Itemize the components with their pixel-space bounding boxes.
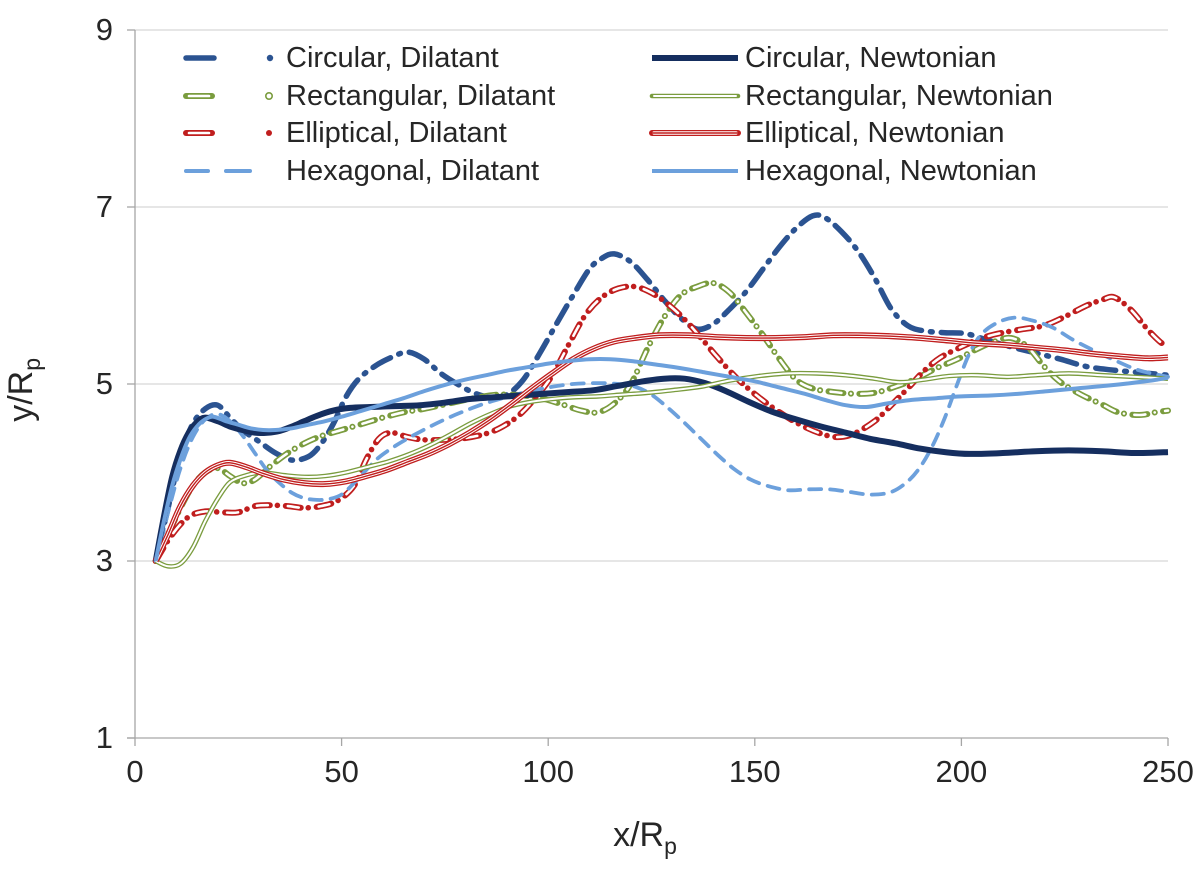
y-tick-label: 5 xyxy=(95,366,113,401)
legend-item-hexagonal-dilatant: Hexagonal, Dilatant xyxy=(178,152,539,190)
legend-item-circular-newtonian: Circular, Newtonian xyxy=(648,39,996,77)
legend-label: Circular, Dilatant xyxy=(286,41,499,74)
legend-label: Hexagonal, Dilatant xyxy=(286,154,540,187)
legend-marker-elliptical-newtonian-icon xyxy=(649,130,741,136)
legend-marker-hexagonal-newtonian-icon xyxy=(652,169,738,173)
legend-marker-circular-dilatant-icon xyxy=(183,54,274,62)
legend-item-circular-dilatant: Circular, Dilatant xyxy=(178,39,499,77)
legend-marker-circular-newtonian-icon xyxy=(652,55,738,61)
legend-label: Rectangular, Newtonian xyxy=(745,79,1053,112)
x-axis-title-sub: p xyxy=(664,832,677,859)
legend-item-hexagonal-newtonian: Hexagonal, Newtonian xyxy=(648,152,1037,190)
x-tick-label: 100 xyxy=(522,754,575,789)
y-tick-label: 1 xyxy=(95,720,113,755)
x-axis-title-main: x/R xyxy=(613,816,665,854)
legend-label: Rectangular, Dilatant xyxy=(286,79,556,112)
x-axis-title: x/Rp xyxy=(560,816,730,860)
legend-marker-rectangular-newtonian-icon xyxy=(649,93,741,99)
y-tick-label: 9 xyxy=(95,12,113,47)
legend-marker-hexagonal-dilatant-icon xyxy=(184,169,252,173)
legend-label: Elliptical, Newtonian xyxy=(745,116,1005,149)
legend-item-elliptical-newtonian: Elliptical, Newtonian xyxy=(648,114,1005,152)
x-tick-label: 250 xyxy=(1142,754,1194,789)
x-tick-label: 50 xyxy=(324,754,359,789)
legend-item-rectangular-dilatant: Rectangular, Dilatant xyxy=(178,77,555,115)
legend-label: Circular, Newtonian xyxy=(745,41,997,74)
legend-label: Elliptical, Dilatant xyxy=(286,116,507,149)
y-axis-title-sub: p xyxy=(18,358,45,371)
x-tick-label: 0 xyxy=(126,754,144,789)
legend-marker-rectangular-dilatant-icon xyxy=(183,92,274,101)
legend-marker-elliptical-dilatant-icon xyxy=(183,130,272,136)
y-tick-label: 7 xyxy=(95,189,113,224)
y-tick-label: 3 xyxy=(95,543,113,578)
y-axis-title: y/Rp xyxy=(2,320,46,460)
legend-item-rectangular-newtonian: Rectangular, Newtonian xyxy=(648,77,1053,115)
legend-item-elliptical-dilatant: Elliptical, Dilatant xyxy=(178,114,507,152)
x-tick-label: 150 xyxy=(728,754,781,789)
x-tick-label: 200 xyxy=(935,754,988,789)
legend-label: Hexagonal, Newtonian xyxy=(745,154,1037,187)
y-axis-title-main: y/R xyxy=(2,370,41,422)
